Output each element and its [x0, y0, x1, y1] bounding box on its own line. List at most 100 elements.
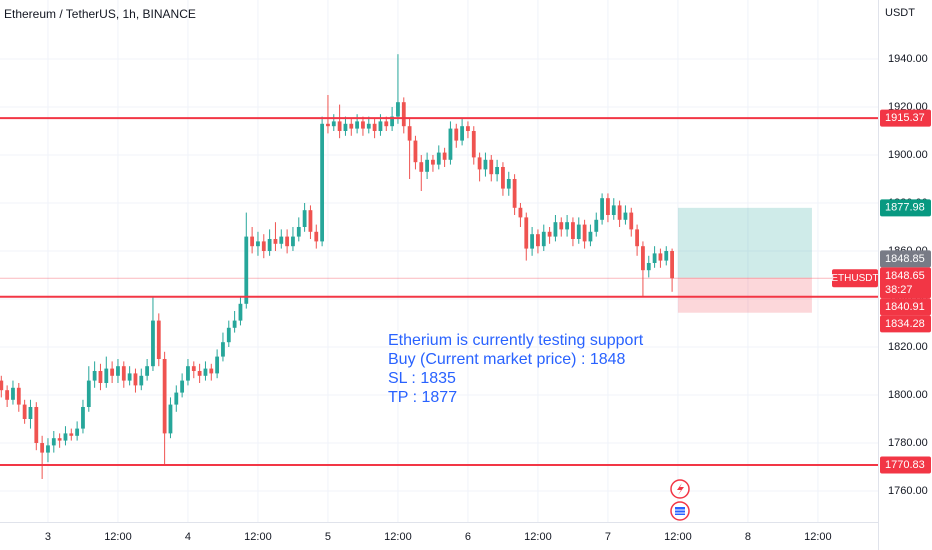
candle-body: [11, 387, 15, 400]
candle-body: [145, 366, 150, 376]
grid: [0, 0, 878, 522]
alert-icon[interactable]: [670, 479, 690, 499]
candle-body: [501, 166, 505, 189]
x-tick-label: 12:00: [384, 531, 412, 543]
candle-body: [396, 102, 400, 117]
y-tick-label: 1760.00: [888, 485, 928, 497]
candle-body: [629, 212, 634, 230]
x-tick-label: 12:00: [524, 531, 552, 543]
y-tick-label: 1940.00: [888, 53, 928, 65]
candle-body: [670, 250, 674, 279]
candle-body: [658, 253, 663, 261]
candle-body: [28, 406, 33, 419]
candle-body: [291, 236, 295, 247]
candle-body: [506, 178, 511, 189]
candle-body: [92, 370, 97, 381]
candle-body: [349, 123, 354, 129]
chart-title: Ethereum / TetherUS, 1h, BINANCE: [4, 7, 196, 21]
candle-body: [98, 370, 103, 383]
candle-body: [617, 205, 622, 220]
candle-body: [256, 241, 260, 247]
price-tag-label: 1834.28: [885, 318, 925, 330]
candle-body: [471, 130, 476, 158]
candle-body: [664, 250, 669, 261]
candle-body: [571, 222, 575, 239]
candle-body: [576, 224, 581, 239]
candle-body: [366, 123, 371, 129]
candle-body: [606, 198, 610, 215]
candle-body: [0, 380, 4, 391]
candle-body: [86, 380, 91, 407]
events-icon[interactable]: [670, 501, 690, 521]
candle-body: [372, 123, 377, 131]
icon-flag: [675, 507, 685, 515]
candle-body: [174, 392, 179, 405]
candle-body: [448, 128, 453, 160]
candle-body: [191, 366, 196, 371]
loss-zone: [677, 277, 812, 313]
candle-body: [512, 178, 517, 208]
x-tick-label: 12:00: [664, 531, 692, 543]
candle-body: [261, 241, 266, 251]
candle-body: [652, 253, 657, 263]
candle-body: [40, 442, 45, 453]
candle-body: [646, 262, 651, 271]
candle-body: [361, 121, 365, 129]
annotation-line: SL : 1835: [388, 370, 456, 387]
candle-body: [454, 128, 459, 141]
x-tick-label: 7: [605, 531, 611, 543]
candle-body: [419, 162, 424, 172]
annotation-line: Etherium is currently testing support: [388, 332, 644, 349]
price-tag: [880, 250, 931, 268]
price-tag-label: 1877.98: [885, 202, 925, 214]
price-tag-label: 1770.83: [885, 459, 925, 471]
price-tag-label: 1848.85: [885, 253, 925, 265]
price-tag: [880, 298, 931, 316]
x-tick-label: 3: [45, 531, 51, 543]
x-tick-label: 4: [185, 531, 191, 543]
candle-body: [197, 370, 202, 376]
candle-body: [541, 231, 546, 247]
candle-body: [267, 238, 272, 251]
candle-body: [5, 390, 10, 400]
candle-body: [390, 116, 395, 127]
candle-body: [565, 222, 570, 230]
candle-body: [600, 198, 604, 220]
candle-body: [63, 433, 68, 441]
candle-body: [81, 406, 85, 429]
axis-unit: USDT: [885, 7, 915, 19]
profit-zone: [677, 207, 812, 278]
candle-body: [302, 210, 307, 227]
candle-body: [425, 159, 430, 172]
candle-body: [378, 121, 383, 131]
candle-body: [215, 356, 220, 374]
candle-body: [162, 358, 167, 434]
candle-body: [442, 152, 447, 160]
candle-body: [34, 406, 39, 443]
candle-body: [250, 236, 255, 247]
candle-body: [127, 373, 132, 381]
x-tick-label: 8: [745, 531, 751, 543]
price-axis: 1760.001780.001800.001820.001840.001860.…: [880, 53, 931, 497]
candle-body: [623, 212, 628, 220]
candle-body: [273, 238, 278, 244]
y-tick-label: 1900.00: [888, 149, 928, 161]
candle-body: [489, 159, 494, 175]
candle-body: [308, 210, 313, 232]
candle-body: [518, 207, 523, 218]
candle-body: [611, 205, 616, 215]
candle-body: [436, 152, 441, 165]
y-tick-label: 1780.00: [888, 437, 928, 449]
candle-body: [477, 157, 482, 170]
candle-body: [110, 368, 115, 376]
candle-body: [133, 373, 138, 386]
candle-body: [337, 121, 342, 131]
candle-body: [384, 121, 389, 127]
annotation-line: Buy (Current market price) : 1848: [388, 351, 626, 368]
symbol-tag: [832, 269, 878, 288]
candle-body: [221, 342, 225, 357]
candle-body: [331, 121, 336, 127]
price-tag: [880, 456, 931, 474]
candle-body: [238, 303, 243, 321]
